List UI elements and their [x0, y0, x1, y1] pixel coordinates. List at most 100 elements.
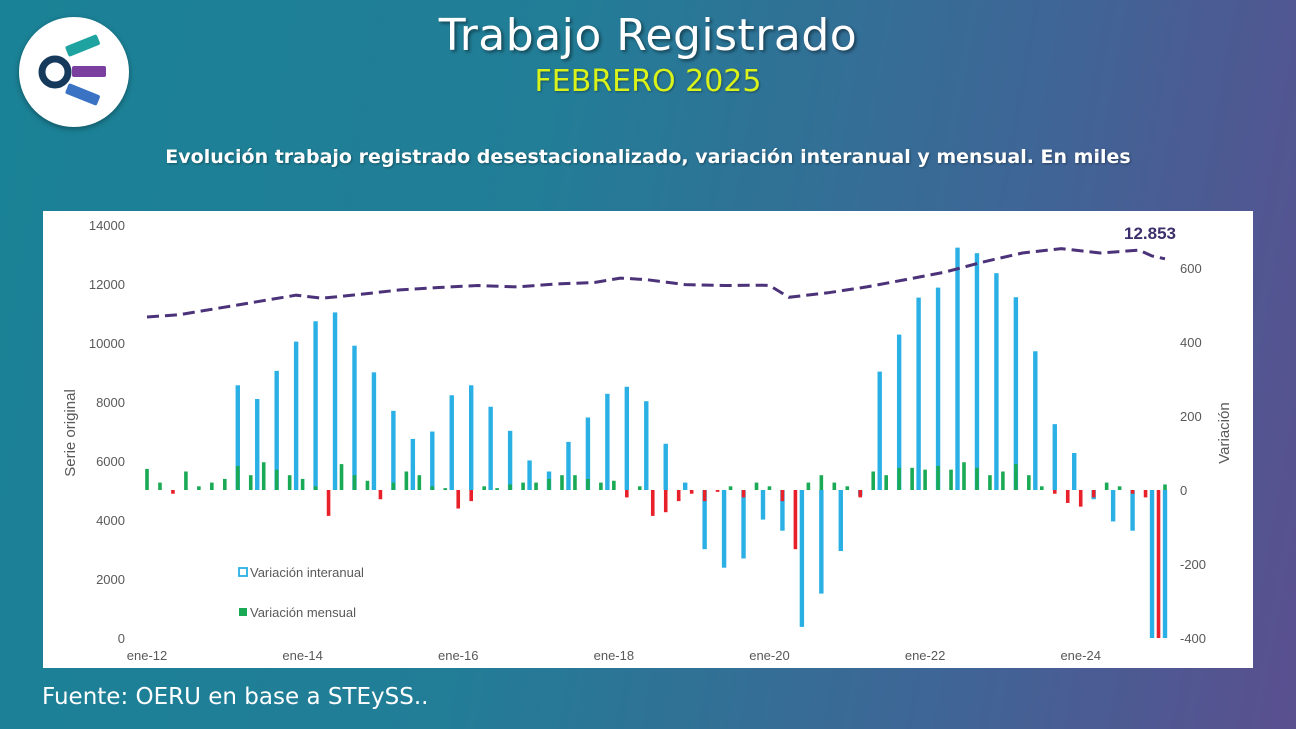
mensual-bar: [637, 486, 642, 490]
mensual-bar: [274, 469, 279, 490]
mensual-bar: [145, 468, 149, 490]
mensual-bar: [936, 465, 940, 490]
mensual-bar: [326, 490, 331, 516]
mensual-bar: [625, 490, 629, 498]
mensual-bar: [923, 469, 927, 490]
mensual-bar: [1163, 484, 1167, 490]
interanual-bar: [974, 253, 980, 490]
legend-interanual-label: Variación interanual: [250, 565, 364, 580]
interanual-bar: [235, 385, 240, 490]
interanual-bar: [507, 430, 513, 490]
mensual-bar: [962, 462, 966, 490]
mensual-bar: [832, 482, 837, 490]
mensual-bar: [1091, 490, 1096, 498]
mensual-bar: [845, 486, 850, 490]
mensual-bar: [910, 467, 914, 490]
chart-subtitle: Evolución trabajo registrado desestacion…: [165, 146, 1131, 168]
interanual-bar: [916, 297, 921, 490]
right-axis-title: Variación: [1216, 402, 1233, 463]
interanual-bar: [760, 490, 766, 520]
mensual-bar: [235, 465, 240, 490]
mensual-bar: [287, 475, 292, 490]
mensual-bar: [210, 482, 214, 490]
mensual-bar: [184, 471, 188, 490]
interanual-bar: [527, 460, 532, 490]
oeru-logo-icon: [38, 34, 106, 106]
mensual-bar: [988, 475, 992, 490]
interanual-bar: [624, 386, 630, 490]
interanual-bar: [1052, 424, 1057, 490]
left-tick-label: 12000: [89, 277, 125, 292]
left-tick-label: 6000: [96, 454, 125, 469]
last-value-label: 12.853: [1124, 224, 1176, 243]
interanual-bar: [430, 431, 435, 490]
mensual-bar: [1027, 475, 1031, 490]
mensual-bar: [599, 482, 603, 490]
interanual-bar: [896, 334, 902, 490]
x-tick-label: ene-16: [438, 648, 478, 663]
x-axis-ticks: ene-12 ene-14 ene-16 ene-18 ene-20 ene-22 ene-…: [127, 648, 1101, 663]
mensual-bar: [404, 471, 409, 490]
mensual-bar: [378, 490, 383, 500]
interanual-bars: [235, 247, 1168, 638]
interanual-bar: [585, 417, 591, 490]
mensual-bar: [1078, 490, 1083, 507]
chart-svg: 12.853 02000400060008000100001200014000 …: [62, 218, 1233, 663]
interanual-bar: [332, 312, 338, 490]
right-tick-label: 200: [1180, 409, 1202, 424]
interanual-bar: [371, 372, 377, 490]
mensual-bar: [469, 490, 474, 502]
mensual-bar: [767, 486, 772, 490]
mensual-bar: [806, 482, 811, 490]
right-tick-label: 600: [1180, 261, 1202, 276]
mensual-bar: [612, 480, 616, 490]
interanual-bar: [605, 393, 610, 490]
mensual-bar: [560, 475, 564, 490]
oeru-logo: [19, 17, 129, 127]
mensual-bar: [197, 486, 201, 490]
mensual-bar: [741, 490, 746, 498]
interanual-bar: [488, 406, 493, 490]
mensual-bar: [1130, 490, 1135, 494]
mensual-bar: [300, 478, 305, 490]
mensual-bar: [391, 482, 396, 490]
mensual-bar: [158, 482, 162, 490]
interanual-bar: [877, 371, 882, 490]
interanual-bar: [1033, 351, 1038, 490]
interanual-bar: [682, 482, 688, 490]
interanual-bar: [741, 490, 746, 559]
left-axis-ticks: 0 2000 4000 6000 8000 10000 12000 14000: [89, 218, 125, 646]
mensual-bar: [482, 486, 486, 490]
interanual-bar: [955, 247, 960, 490]
interanual-bar: [1072, 453, 1077, 490]
mensual-bar: [676, 490, 681, 502]
mensual-bar: [793, 490, 798, 550]
legend-interanual-swatch: [238, 567, 248, 577]
mensual-bar: [871, 471, 876, 490]
x-tick-label: ene-22: [905, 648, 945, 663]
mensual-bar: [1104, 482, 1109, 490]
report-period: FEBRERO 2025: [534, 64, 762, 99]
interanual-bar: [819, 490, 824, 594]
mensual-bar: [495, 488, 499, 490]
interanual-bar: [663, 443, 668, 490]
mensual-bar: [547, 478, 551, 490]
mensual-bar: [313, 486, 318, 490]
x-tick-label: ene-14: [282, 648, 322, 663]
mensual-bars: [145, 462, 1167, 638]
interanual-bar: [1149, 490, 1155, 638]
left-tick-label: 2000: [96, 572, 125, 587]
mensual-bar: [430, 486, 435, 490]
interanual-bar: [994, 273, 999, 490]
mensual-bar: [171, 490, 175, 494]
left-tick-label: 10000: [89, 336, 125, 351]
mensual-bar: [819, 475, 824, 490]
legend-mensual-label: Variación mensual: [250, 605, 356, 620]
mensual-bar: [1117, 486, 1122, 490]
mensual-bar: [339, 464, 344, 490]
right-tick-label: 400: [1180, 335, 1202, 350]
legend-mensual-swatch: [239, 608, 247, 616]
mensual-bar: [261, 462, 266, 490]
mensual-bar: [1052, 490, 1057, 494]
interanual-bar: [293, 341, 299, 490]
